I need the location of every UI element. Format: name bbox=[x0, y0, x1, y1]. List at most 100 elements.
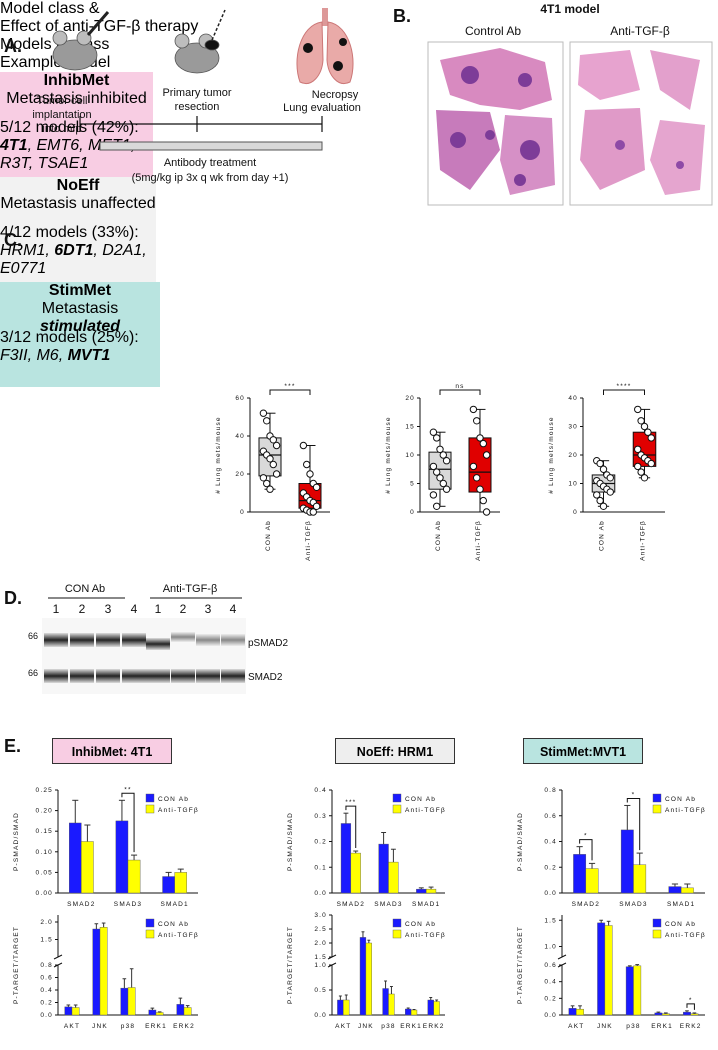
y-axis-label: P-SMAD/SMAD bbox=[287, 812, 294, 871]
data-point bbox=[644, 428, 652, 436]
model-list: F3II, M6, MVT1 bbox=[0, 347, 111, 364]
band-label: SMAD2 bbox=[248, 672, 283, 683]
bar bbox=[576, 1008, 584, 1016]
axis-break bbox=[53, 954, 63, 960]
effect-word: Metastasis bbox=[0, 195, 77, 212]
panel-title: 4T1 model bbox=[540, 2, 599, 16]
band-label: pSMAD2 bbox=[248, 638, 288, 649]
y-axis-label: P-SMAD/SMAD bbox=[13, 812, 20, 871]
legend-label: Anti-TGFβ bbox=[405, 932, 446, 939]
bar bbox=[174, 872, 188, 894]
data-point bbox=[647, 434, 655, 442]
legend-label: CON Ab bbox=[158, 921, 189, 928]
y-tick-label: 0.05 bbox=[36, 869, 53, 876]
x-tick-label: AKT bbox=[335, 1023, 351, 1030]
marker-label: 66 bbox=[28, 668, 38, 678]
bar bbox=[64, 1006, 73, 1016]
panel-label: E. bbox=[4, 736, 21, 756]
significance-label: ** bbox=[124, 786, 131, 793]
row-label-line: Model class & bbox=[0, 0, 100, 17]
lane-label: 3 bbox=[205, 602, 212, 616]
x-tick-label: ERK2 bbox=[680, 1023, 702, 1030]
significance-bracket bbox=[626, 797, 641, 851]
legend-swatch bbox=[392, 793, 402, 803]
legend-label: CON Ab bbox=[665, 796, 696, 803]
row-label: Model class & Effect of anti-TGF-β therap… bbox=[0, 0, 718, 36]
treatment-label: Antibody treatment bbox=[164, 157, 256, 169]
significance-label: * bbox=[689, 997, 693, 1004]
legend-label: Anti-TGFβ bbox=[405, 807, 446, 814]
bar bbox=[337, 999, 344, 1016]
y-tick-label: 1.5 bbox=[40, 937, 53, 944]
y-tick-label: 3.0 bbox=[314, 912, 327, 919]
x-tick-label: CON Ab bbox=[265, 520, 272, 551]
data-point bbox=[479, 439, 487, 448]
bar bbox=[625, 966, 634, 1016]
lane-label: 3 bbox=[105, 602, 112, 616]
bar bbox=[690, 1013, 699, 1016]
bar bbox=[340, 823, 352, 894]
y-tick-label: 0.0 bbox=[40, 1012, 53, 1019]
bar bbox=[350, 852, 361, 894]
effect-word: Metastasis bbox=[6, 90, 83, 107]
bar bbox=[378, 843, 389, 894]
class-box: 3/12 models (25%): F3II, M6, MVT1 bbox=[0, 329, 160, 387]
group-label: Anti-TGF-β bbox=[163, 583, 218, 595]
legend-label: Anti-TGFβ bbox=[665, 932, 706, 939]
x-tick-label: CON Ab bbox=[599, 520, 606, 551]
y-tick-label: 30 bbox=[568, 424, 578, 431]
y-tick-label: 0.8 bbox=[544, 787, 557, 794]
x-tick-label: JNK bbox=[92, 1023, 108, 1030]
y-tick-label: 40 bbox=[235, 433, 245, 440]
bar bbox=[81, 841, 94, 894]
significance-label: * bbox=[632, 791, 636, 798]
y-tick-label: 0.4 bbox=[40, 987, 53, 994]
event-label: implantation bbox=[32, 109, 91, 121]
y-tick-label: 40 bbox=[568, 395, 578, 402]
lane-label: 4 bbox=[230, 602, 237, 616]
x-tick-label: CON Ab bbox=[435, 520, 442, 551]
chart-title: NoEff: HRM1 bbox=[335, 738, 455, 764]
y-tick-label: 60 bbox=[235, 395, 245, 402]
x-tick-label: SMAD2 bbox=[67, 901, 95, 908]
y-tick-label: 2.0 bbox=[314, 940, 327, 947]
data-point bbox=[272, 470, 281, 478]
y-tick-label: 1.0 bbox=[314, 962, 327, 969]
data-point bbox=[637, 468, 645, 476]
model-list: 4T1, EMT6, MET1, R3T, TSAE1 bbox=[0, 137, 153, 173]
bar bbox=[585, 868, 599, 894]
legend-swatch bbox=[652, 929, 662, 939]
data-point bbox=[606, 474, 614, 482]
x-tick-label: SMAD3 bbox=[374, 901, 402, 908]
y-axis-label: P-TARGET/TARGET bbox=[287, 926, 294, 1004]
bar bbox=[405, 1008, 412, 1016]
data-point bbox=[312, 502, 321, 510]
model-name: F3II bbox=[0, 347, 28, 364]
class-count: 3/12 models (25%): bbox=[0, 329, 139, 346]
axis-break bbox=[53, 962, 63, 968]
data-point bbox=[482, 451, 491, 459]
class-effect: Metastasis inhibited bbox=[0, 90, 153, 108]
lane-label: 4 bbox=[131, 602, 138, 616]
data-point bbox=[429, 462, 438, 471]
data-point bbox=[433, 468, 441, 476]
data-point bbox=[309, 508, 317, 516]
data-point bbox=[473, 417, 481, 425]
timeline bbox=[79, 116, 323, 132]
model-list: HRM1, 6DT1, D2A1, E0771 bbox=[0, 242, 147, 277]
panel-label: D. bbox=[4, 588, 22, 608]
bar bbox=[680, 887, 694, 894]
data-point bbox=[599, 465, 608, 473]
bar bbox=[425, 888, 437, 894]
y-tick-label: 0 bbox=[410, 509, 415, 516]
model-name: TSAE1 bbox=[37, 155, 89, 172]
y-axis-label: # Lung mets/mouse bbox=[548, 416, 555, 494]
x-tick-label: Anti-TGFβ bbox=[475, 520, 482, 561]
y-tick-label: 0 bbox=[573, 509, 578, 516]
data-point bbox=[429, 491, 438, 499]
y-tick-label: 0 bbox=[240, 509, 245, 516]
chart-title: StimMet:MVT1 bbox=[523, 738, 643, 764]
data-point bbox=[599, 502, 608, 510]
data-point bbox=[640, 422, 649, 431]
